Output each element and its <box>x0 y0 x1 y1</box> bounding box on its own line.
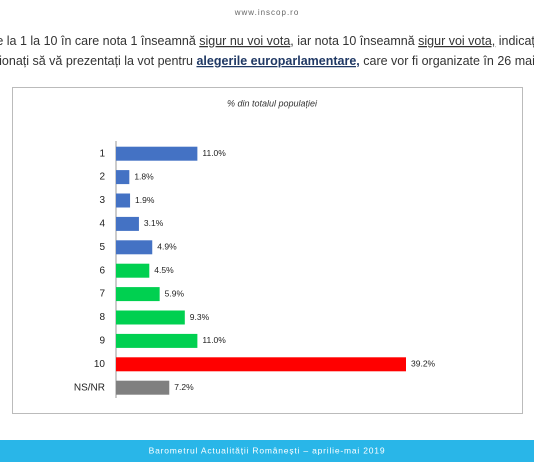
value-label: 1.9% <box>135 195 155 205</box>
category-label: 4 <box>99 219 105 230</box>
footer-text: Barometrul Actualității Românești – apri… <box>149 445 386 455</box>
category-label: 1 <box>99 148 105 159</box>
bar <box>116 146 198 161</box>
category-label: 6 <box>99 265 105 276</box>
value-label: 1.8% <box>134 171 154 181</box>
question-line: ionați să vă prezentați la vot pentru al… <box>0 54 534 68</box>
question-text: care vor fi organizate în 26 mai <box>360 54 534 68</box>
value-label: 4.5% <box>154 265 174 275</box>
question-line: e la 1 la 10 în care nota 1 înseamnă sig… <box>0 34 534 48</box>
question-text: , iar nota 10 înseamnă <box>290 34 418 48</box>
question-emphasis: sigur nu voi vota <box>199 34 290 48</box>
chart-subtitle: % din totalul populației <box>227 98 318 108</box>
category-label: 2 <box>99 172 105 183</box>
category-label: 5 <box>99 242 105 253</box>
question-text: ionați să vă prezentați la vot pentru <box>0 54 196 68</box>
question-text: e la 1 la 10 în care nota 1 înseamnă <box>0 34 199 48</box>
site-url: www.inscop.ro <box>234 8 300 17</box>
value-label: 9.3% <box>190 312 210 322</box>
question-emphasis: sigur voi vota, <box>418 34 495 48</box>
category-label: 7 <box>99 289 105 300</box>
category-label: 3 <box>99 195 105 206</box>
bar <box>116 287 160 302</box>
value-label: 3.1% <box>144 218 164 228</box>
value-label: 11.0% <box>202 148 226 158</box>
value-label: 7.2% <box>174 382 194 392</box>
category-label: 10 <box>94 359 106 370</box>
category-label: 9 <box>99 336 105 347</box>
bar <box>116 240 153 255</box>
bar <box>116 333 198 348</box>
bar <box>116 193 131 208</box>
bar <box>116 310 185 325</box>
bar <box>116 357 406 372</box>
value-label: 4.9% <box>157 242 177 252</box>
question-text: indicați <box>495 34 534 48</box>
category-label: 8 <box>99 312 105 323</box>
value-label: 11.0% <box>202 335 226 345</box>
bar <box>116 170 130 185</box>
value-label: 5.9% <box>165 288 185 298</box>
value-label: 39.2% <box>411 359 436 369</box>
bar <box>116 216 139 231</box>
footer-bar <box>0 440 534 462</box>
question-emphasis: alegerile europarlamentare, <box>196 54 359 68</box>
bar <box>116 380 170 395</box>
category-label: NS/NR <box>74 382 105 393</box>
bar <box>116 263 150 278</box>
